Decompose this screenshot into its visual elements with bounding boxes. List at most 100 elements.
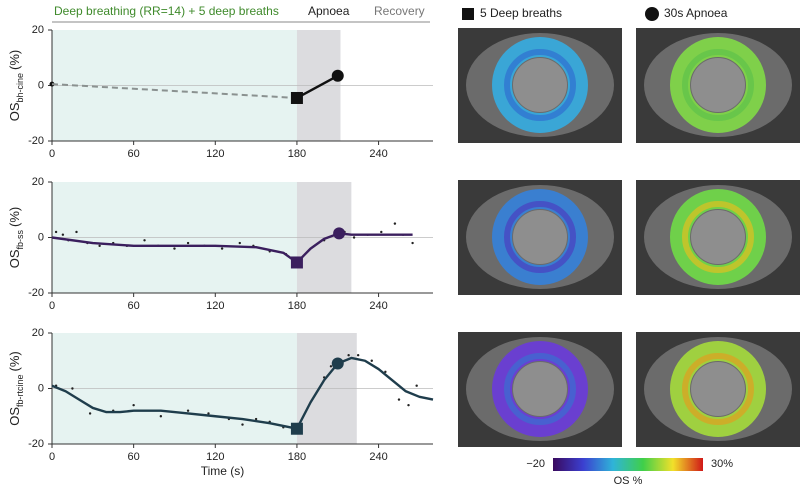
marker-square [290,422,303,435]
x-tick-label: 0 [49,148,55,160]
os-ring-inner [682,353,754,425]
y-tick-label: 20 [32,327,44,339]
x-tick-label: 240 [369,148,387,160]
legend-circle [645,7,659,21]
data-point [393,222,397,225]
y-tick-label: 0 [38,382,44,394]
os-ring-inner [504,201,576,273]
data-point [347,354,350,357]
colorbar-title: OS % [614,475,643,487]
x-tick-label: 60 [128,148,140,160]
x-tick-label: 120 [206,451,224,463]
data-point [370,359,373,362]
y-label-main: OS [7,407,22,426]
x-axis-label: Time (s) [201,464,245,478]
marker-circle [331,357,344,370]
data-point [98,244,101,248]
data-point [220,247,224,250]
x-tick-label: 120 [206,300,224,312]
os-ring-inner [682,49,754,121]
x-tick-label: 180 [288,148,306,160]
x-tick-label: 60 [128,451,140,463]
y-label-sub: fb-rtcine [15,374,25,407]
y-tick-label: 20 [32,176,44,188]
x-tick-label: 0 [49,300,55,312]
marker-square [290,91,303,104]
y-tick-label: 0 [38,79,44,91]
data-point [411,241,414,245]
x-tick-label: 240 [369,451,387,463]
data-point [254,417,258,421]
os-ring-inner [682,201,754,273]
y-axis-label: OSfb-rtcine (%) [7,351,25,426]
data-point [329,365,333,368]
x-tick-label: 0 [49,451,55,463]
data-point [241,423,244,426]
y-tick-label: 0 [38,231,44,243]
data-point [238,241,241,245]
series-line [51,232,413,264]
data-point [186,241,190,245]
x-tick-label: 240 [369,300,387,312]
blood-pool [691,210,745,264]
marker-circle [333,227,346,240]
y-tick-label: -20 [28,287,44,299]
phase-label: Deep breathing (RR=14) + 5 deep breaths [54,4,279,18]
colorbar [553,458,703,471]
y-axis-label: OSfb-ss (%) [7,207,25,269]
x-tick-label: 60 [128,300,140,312]
data-point [61,233,65,236]
marker-square [290,256,303,269]
os-ring [670,189,766,285]
data-point [356,354,360,357]
colorbar-tick-label: 30% [711,458,733,470]
x-tick-label: 180 [288,451,306,463]
data-point [88,412,92,415]
data-point [54,230,58,234]
series-line [51,356,434,430]
os-ring [492,189,588,285]
legend-label: 30s Apnoea [664,6,728,20]
data-point [397,398,401,401]
os-ring-inner [504,353,576,425]
data-point [380,230,383,234]
colorbar-tick-label: −20 [526,458,545,470]
blood-pool [691,58,745,112]
y-label-unit: (%) [7,207,22,227]
x-tick-label: 180 [288,300,306,312]
data-point [71,387,74,390]
blood-pool [513,362,567,416]
os-ring [492,37,588,133]
data-point [143,239,146,242]
data-point [132,403,135,407]
y-axis-label: OSbh-cine (%) [7,50,25,122]
series-line [296,74,339,100]
y-tick-label: 20 [32,24,44,36]
x-tick-label: 120 [206,148,224,160]
data-point [384,370,387,374]
blood-pool [691,362,745,416]
legend-label: 5 Deep breaths [480,6,562,20]
data-point [415,384,418,387]
data-point [75,230,78,234]
y-tick-label: -20 [28,438,44,450]
y-label-unit: (%) [7,351,22,371]
phase-label: Apnoea [308,4,350,18]
data-point [352,236,356,239]
data-point [173,247,176,250]
y-label-sub: fb-ss [15,229,25,249]
data-point [186,409,190,412]
y-label-unit: (%) [7,50,22,70]
data-point [207,412,210,415]
y-label-main: OS [7,249,22,268]
os-ring-inner [504,49,576,121]
data-point [159,415,163,418]
y-label-main: OS [7,102,22,121]
blood-pool [513,210,567,264]
data-point [407,403,410,407]
legend-square [462,8,474,20]
os-ring [492,341,588,437]
series-line [51,83,297,99]
